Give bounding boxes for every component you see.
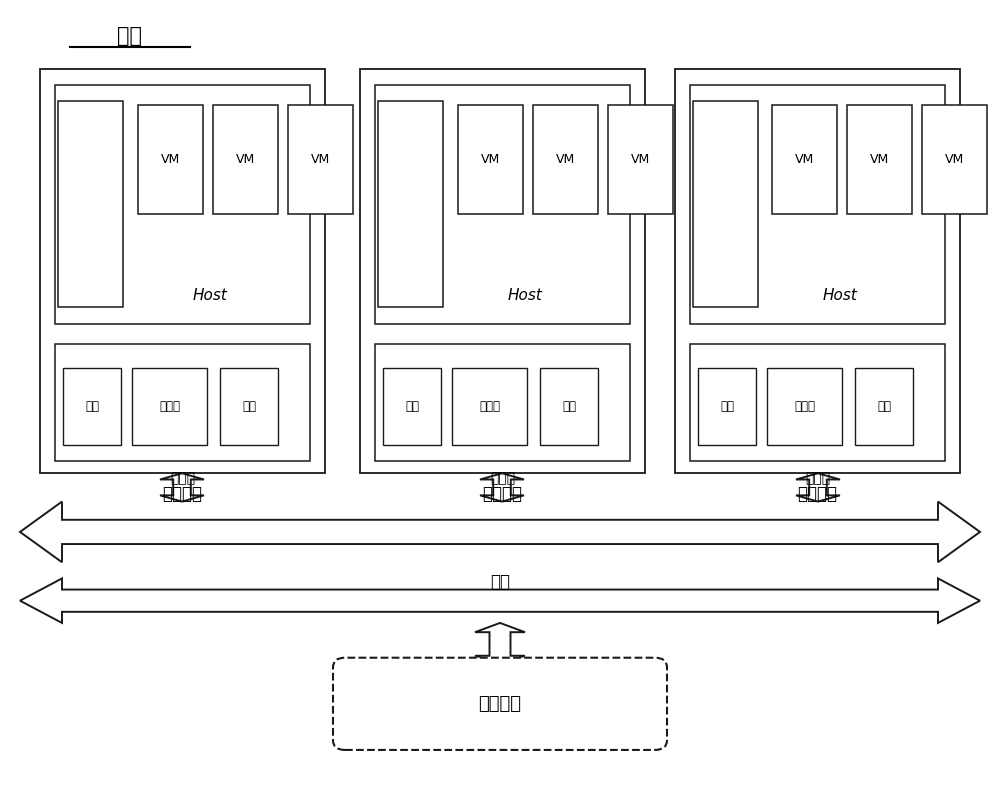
Text: VM: VM [795,153,814,167]
Polygon shape [20,502,980,562]
Text: VM: VM [236,153,255,167]
Text: 内存: 内存 [877,400,891,413]
Bar [220,368,278,445]
Bar [772,105,837,214]
Text: 内存: 内存 [242,400,256,413]
Bar [847,105,912,214]
Polygon shape [480,473,524,502]
Bar [608,105,673,214]
Bar [375,85,630,324]
Bar [698,368,756,445]
Text: 处理器: 处理器 [159,400,180,413]
Polygon shape [20,578,980,623]
Bar [855,368,913,445]
Text: Host: Host [508,288,542,303]
Bar [693,101,758,307]
Text: VM: VM [481,153,500,167]
Bar [40,69,325,473]
Text: Host: Host [193,288,227,303]
Bar [452,368,527,445]
Bar [288,105,353,214]
Text: VM: VM [556,153,575,167]
Text: VM: VM [945,153,964,167]
Bar [458,105,523,214]
Bar [540,368,598,445]
Bar [690,85,945,324]
Bar [375,344,630,461]
Bar [213,105,278,214]
Bar [55,344,310,461]
Bar [55,85,310,324]
Text: 网络: 网络 [490,573,510,591]
Text: Host: Host [823,288,857,303]
Bar [383,368,441,445]
Text: VM: VM [870,153,889,167]
Polygon shape [475,623,525,665]
Bar [675,69,960,473]
Bar [360,69,645,473]
Bar [132,368,207,445]
Text: 集群: 集群 [118,27,143,46]
Text: 网卡: 网卡 [405,400,419,413]
Polygon shape [796,473,840,502]
Text: 网卡: 网卡 [720,400,734,413]
Bar [767,368,842,445]
Polygon shape [160,473,204,502]
Bar [690,344,945,461]
Text: VM: VM [631,153,650,167]
Bar [138,105,203,214]
FancyBboxPatch shape [333,658,667,750]
Bar [58,101,123,307]
Bar [378,101,443,307]
Text: 硬件层: 硬件层 [805,471,830,485]
Bar [63,368,121,445]
Text: VM: VM [311,153,330,167]
Text: 处理器: 处理器 [794,400,815,413]
Text: 物理主机: 物理主机 [482,485,522,503]
Text: 网卡: 网卡 [85,400,99,413]
Bar [533,105,598,214]
Bar [922,105,987,214]
Text: 处理器: 处理器 [479,400,500,413]
Text: 物理主机: 物理主机 [162,485,202,503]
Text: 硬件层: 硬件层 [170,471,195,485]
Text: VM: VM [161,153,180,167]
Text: 内存: 内存 [562,400,576,413]
Text: 硬件层: 硬件层 [490,471,515,485]
Text: 物理主机: 物理主机 [798,485,838,503]
Text: 管理节点: 管理节点 [479,695,522,713]
